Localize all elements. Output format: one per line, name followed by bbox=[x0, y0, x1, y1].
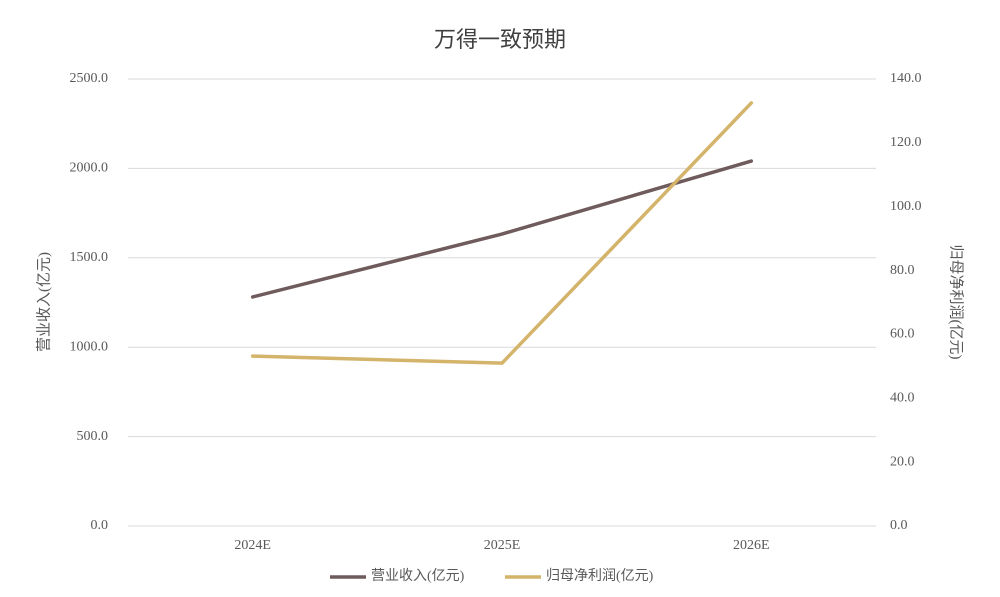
y-tick-label: 500.0 bbox=[77, 429, 109, 444]
x-tick-label: 2025E bbox=[484, 538, 521, 553]
y2-tick-label: 60.0 bbox=[890, 327, 915, 342]
y2-tick-label: 0.0 bbox=[890, 518, 908, 533]
y2-tick-label: 100.0 bbox=[890, 199, 922, 214]
y-tick-label: 0.0 bbox=[91, 518, 109, 533]
y-tick-label: 2000.0 bbox=[70, 161, 109, 176]
y2-tick-label: 40.0 bbox=[890, 391, 915, 406]
line-series bbox=[250, 101, 754, 365]
x-tick-label: 2026E bbox=[733, 538, 770, 553]
chart-title: 万得一致预期 bbox=[434, 27, 566, 52]
y2-tick-label: 120.0 bbox=[890, 135, 922, 150]
legend-label: 归母净利润(亿元) bbox=[546, 567, 654, 584]
y-tick-label: 1000.0 bbox=[70, 339, 109, 354]
y2-tick-label: 140.0 bbox=[890, 71, 922, 86]
y2-tick-label: 20.0 bbox=[890, 454, 915, 469]
y-tick-label: 1500.0 bbox=[70, 250, 109, 265]
y2-tick-label: 80.0 bbox=[890, 263, 915, 278]
y-axis-title: 营业收入(亿元) bbox=[35, 252, 52, 352]
legend-label: 营业收入(亿元) bbox=[371, 568, 465, 584]
y-tick-label: 2500.0 bbox=[70, 71, 109, 86]
line-series bbox=[250, 159, 754, 299]
x-tick-label: 2024E bbox=[234, 538, 271, 553]
y2-axis-title: 归母净利润(亿元) bbox=[948, 245, 965, 360]
